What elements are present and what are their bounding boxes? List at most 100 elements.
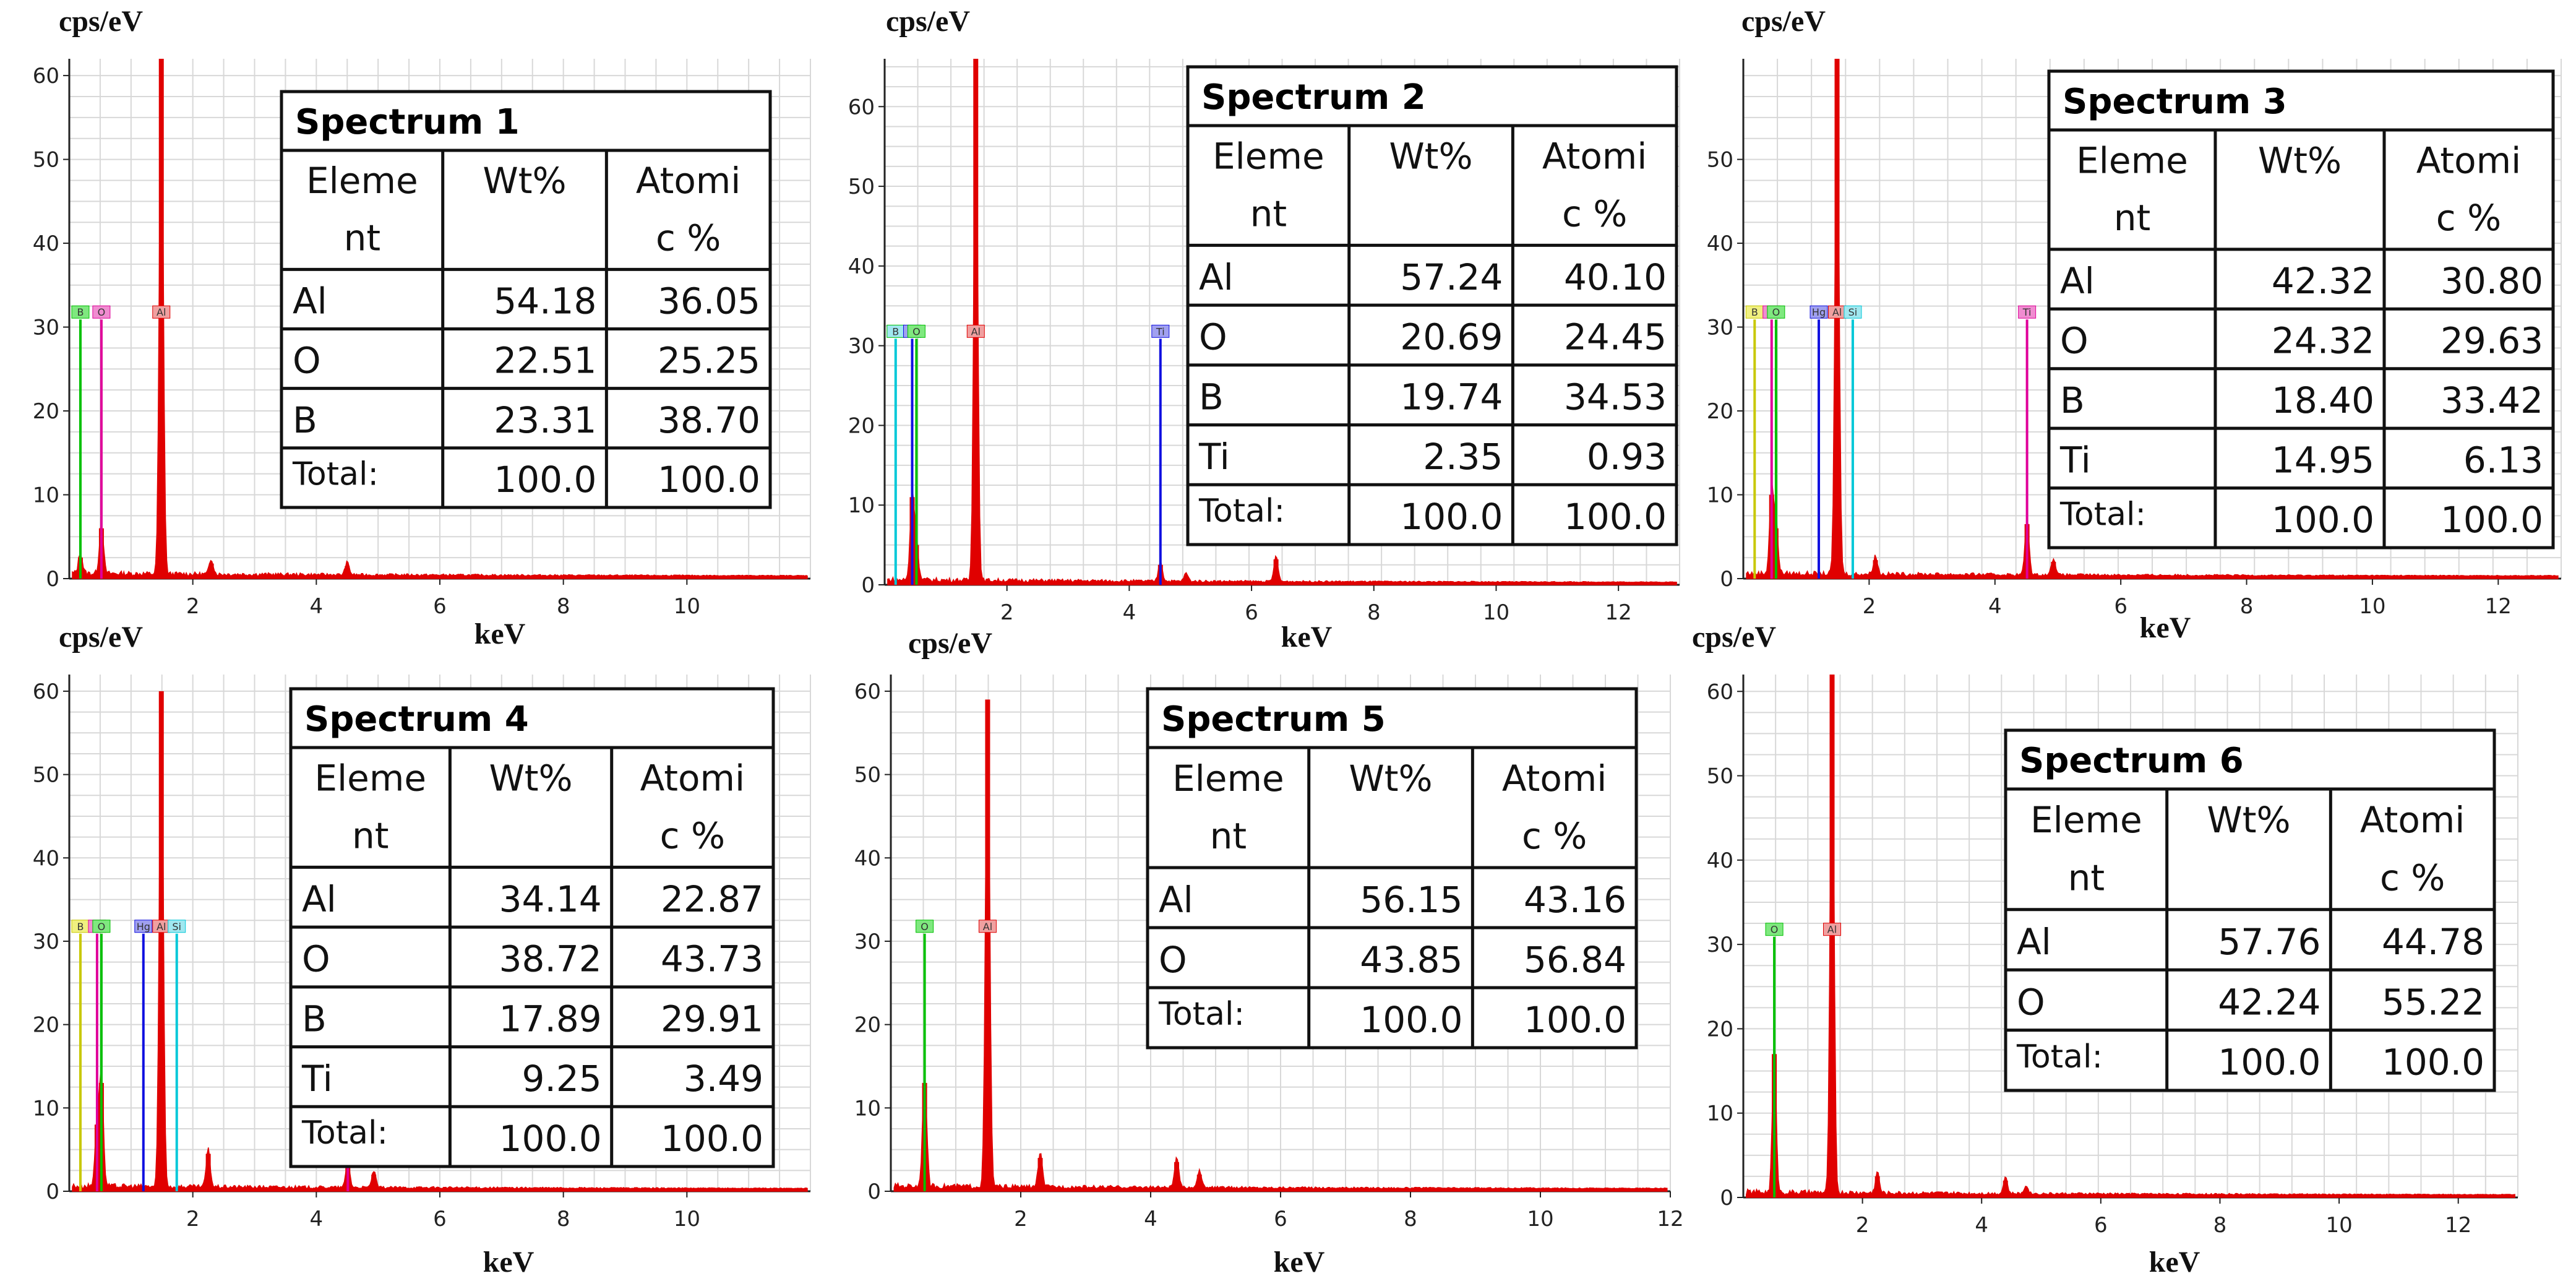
x-tick-label: 10 — [2359, 594, 2385, 619]
cell-element: B — [2060, 379, 2085, 421]
marker-label-si: Si — [172, 921, 181, 933]
y-tick-label: 50 — [848, 175, 875, 199]
cell-atomic: 25.25 — [658, 340, 760, 382]
x-tick-label: 2 — [1000, 600, 1014, 625]
y-tick-label: 30 — [848, 334, 875, 359]
cell-wt: 24.32 — [2272, 320, 2374, 362]
cell-atomic: 100.0 — [1524, 999, 1626, 1041]
peak-bar — [2024, 1189, 2029, 1197]
element-markers: O Al — [1765, 923, 1841, 1197]
cell-wt: 34.14 — [499, 878, 602, 920]
header-element: Eleme — [2076, 139, 2188, 181]
header-wt: Wt% — [489, 757, 572, 800]
cell-wt: 18.40 — [2272, 379, 2374, 421]
cell-wt: 100.0 — [2218, 1042, 2321, 1084]
cell-atomic: 100.0 — [1564, 496, 1667, 538]
x-tick-label: 12 — [2445, 1213, 2471, 1238]
marker-label-box — [1844, 305, 1862, 319]
x-axis-label: keV — [474, 618, 526, 650]
cell-element: Total: — [1158, 996, 1245, 1033]
composition-table: Spectrum 4 Eleme nt Wt% Atomi c % Al 34.14 22.87… — [289, 687, 775, 1168]
marker-label-box — [92, 920, 111, 933]
cell-element: O — [1159, 939, 1187, 981]
cell-element: O — [302, 938, 330, 980]
cell-element: Total: — [292, 455, 379, 493]
y-tick-label: 40 — [848, 254, 875, 279]
cell-atomic: 3.49 — [684, 1058, 763, 1100]
x-axis-label: keV — [2149, 1246, 2200, 1279]
cell-atomic: 29.91 — [661, 998, 763, 1040]
header-wt: Wt% — [483, 160, 566, 202]
x-tick-label: 8 — [2213, 1213, 2227, 1238]
header-element: Eleme — [314, 757, 426, 800]
peak-bar — [1183, 577, 1189, 585]
cell-element: Al — [1159, 879, 1193, 921]
peak-bar — [1174, 1162, 1179, 1191]
peak-bar — [973, 59, 979, 585]
cell-atomic: 30.80 — [2441, 260, 2543, 302]
cell-wt: 100.0 — [1400, 496, 1503, 538]
y-tick-label: 20 — [33, 1013, 59, 1038]
peak-bar — [1829, 675, 1835, 1197]
cell-wt: 38.72 — [499, 938, 602, 980]
element-markers: B O Al — [71, 305, 171, 579]
y-tick-label: 0 — [861, 573, 875, 598]
marker-label-ti: Ti — [2022, 306, 2032, 318]
y-tick-label: 20 — [1707, 1017, 1733, 1042]
table-title: Spectrum 4 — [304, 699, 529, 740]
header-atomic: Atomi — [640, 757, 745, 800]
x-tick-label: 2 — [1014, 1207, 1028, 1231]
cell-element: Ti — [301, 1058, 333, 1100]
peak-bar — [371, 1175, 377, 1191]
x-tick-label: 2 — [1863, 594, 1876, 619]
header-element: Eleme — [1213, 136, 1324, 178]
cell-element: O — [293, 340, 321, 382]
spectrum-fill — [1746, 58, 2559, 579]
marker-label-al: Al — [983, 921, 992, 933]
cell-wt: 100.0 — [499, 1118, 602, 1160]
table-title: Spectrum 6 — [2019, 741, 2244, 781]
header-wt: Wt% — [2207, 799, 2290, 841]
y-tick-label: 10 — [33, 483, 59, 508]
y-tick-label: 20 — [848, 413, 875, 438]
y-tick-label: 40 — [1707, 231, 1733, 256]
cell-atomic: 100.0 — [2441, 499, 2543, 541]
x-tick-label: 4 — [1123, 600, 1136, 625]
peak-bar — [208, 563, 214, 579]
spectrum-fill — [887, 58, 1677, 585]
cell-element: Total: — [301, 1115, 388, 1152]
marker-label-box — [1151, 324, 1170, 338]
cell-element: Al — [2017, 921, 2051, 963]
y-tick-label: 50 — [854, 763, 881, 788]
marker-label-si: Si — [1848, 306, 1858, 318]
cell-wt: 17.89 — [499, 998, 602, 1040]
cell-element: B — [293, 399, 317, 441]
cell-atomic: 55.22 — [2382, 981, 2484, 1023]
spectrum-fill — [1746, 674, 2515, 1198]
marker-label-o: O — [921, 921, 929, 933]
cell-wt: 54.18 — [494, 280, 596, 322]
x-tick-label: 4 — [310, 594, 324, 619]
marker-label-box — [2018, 305, 2037, 319]
table-title: Spectrum 5 — [1161, 699, 1386, 740]
y-tick-label: 50 — [1707, 148, 1733, 173]
y-tick-label: 40 — [33, 231, 59, 256]
y-axis-label: cps/eV — [886, 5, 970, 38]
y-tick-label: 0 — [1720, 567, 1733, 592]
peak-bar — [1873, 560, 1878, 579]
cell-element: Al — [1199, 256, 1234, 298]
marker-label-al: Al — [157, 306, 166, 318]
cell-element: Total: — [2016, 1038, 2103, 1076]
y-axis-label: cps/eV — [1692, 621, 1776, 653]
y-tick-label: 50 — [33, 148, 59, 173]
cell-element: Total: — [2059, 496, 2146, 533]
cell-atomic: 56.84 — [1524, 939, 1626, 981]
header-atomic: Atomi — [2360, 799, 2465, 841]
spectrum-panel-3: 0 10 20 30 40 50 2 4 6 8 10 12 cps/eV keV B Ti O Hg Al Si Ti… — [1707, 5, 2562, 644]
marker-label-box — [966, 324, 985, 338]
header-atomic: Atomi — [2416, 139, 2522, 181]
cell-element: B — [302, 998, 327, 1040]
